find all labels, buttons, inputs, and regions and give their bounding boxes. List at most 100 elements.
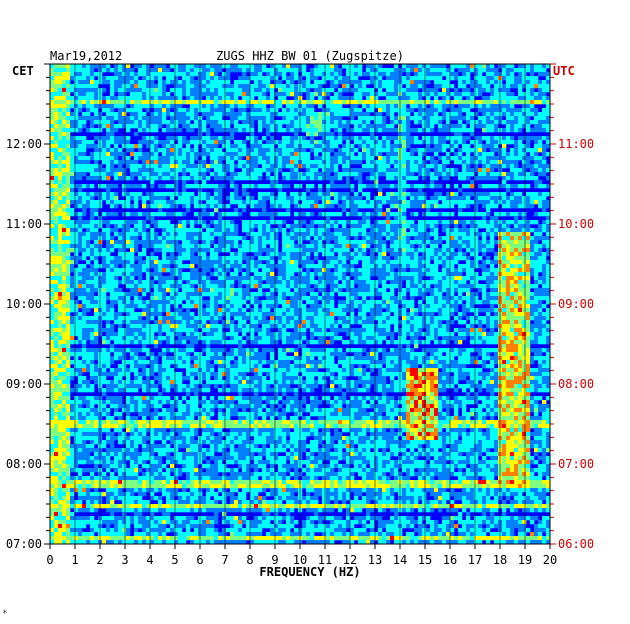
heatmap-cell	[430, 160, 435, 165]
heatmap-cell	[74, 212, 79, 217]
heatmap-cell	[182, 168, 187, 173]
heatmap-cell	[406, 88, 411, 93]
heatmap-cell	[418, 204, 423, 209]
heatmap-cell	[226, 212, 231, 217]
heatmap-cell	[246, 68, 251, 73]
heatmap-cell	[254, 260, 259, 265]
heatmap-cell	[526, 228, 531, 233]
heatmap-cell	[126, 108, 131, 113]
heatmap-cell	[250, 244, 255, 249]
heatmap-cell	[150, 96, 155, 101]
heatmap-cell	[94, 160, 99, 165]
heatmap-cell	[338, 256, 343, 261]
heatmap-cell	[302, 84, 307, 89]
heatmap-cell	[154, 176, 159, 181]
heatmap-cell	[426, 236, 431, 241]
heatmap-cell	[514, 100, 519, 105]
heatmap-cell	[82, 96, 87, 101]
heatmap-cell	[122, 212, 127, 217]
heatmap-cell	[230, 180, 235, 185]
heatmap-cell	[70, 72, 75, 77]
heatmap-cell	[362, 260, 367, 265]
heatmap-cell	[94, 168, 99, 173]
heatmap-cell	[258, 68, 263, 73]
heatmap-cell	[318, 112, 323, 117]
heatmap-cell	[318, 132, 323, 137]
heatmap-cell	[474, 80, 479, 85]
heatmap-cell	[62, 80, 67, 85]
heatmap-cell	[382, 220, 387, 225]
heatmap-cell	[262, 152, 267, 157]
heatmap-cell	[206, 184, 211, 189]
heatmap-cell	[202, 236, 207, 241]
heatmap-cell	[518, 252, 523, 257]
heatmap-cell	[430, 92, 435, 97]
heatmap-cell	[506, 232, 511, 237]
heatmap-cell	[346, 236, 351, 241]
heatmap-cell	[218, 156, 223, 161]
heatmap-cell	[386, 164, 391, 169]
heatmap-cell	[302, 124, 307, 129]
heatmap-cell	[138, 224, 143, 229]
heatmap-cell	[478, 152, 483, 157]
heatmap-cell	[306, 164, 311, 169]
heatmap-cell	[74, 184, 79, 189]
heatmap-cell	[118, 160, 123, 165]
heatmap-cell	[190, 108, 195, 113]
heatmap-cell	[194, 152, 199, 157]
heatmap-cell	[546, 236, 551, 241]
heatmap-cell	[230, 120, 235, 125]
heatmap-cell	[282, 228, 287, 233]
heatmap-cell	[318, 248, 323, 253]
heatmap-cell	[478, 220, 483, 225]
heatmap-cell	[258, 168, 263, 173]
heatmap-cell	[510, 100, 515, 105]
heatmap-cell	[286, 64, 291, 69]
heatmap-cell	[86, 240, 91, 245]
heatmap-cell	[50, 168, 55, 173]
heatmap-cell	[314, 132, 319, 137]
heatmap-cell	[126, 136, 131, 141]
heatmap-cell	[506, 116, 511, 121]
heatmap-cell	[106, 80, 111, 85]
heatmap-cell	[146, 156, 151, 161]
heatmap-cell	[494, 204, 499, 209]
heatmap-cell	[222, 80, 227, 85]
heatmap-cell	[462, 160, 467, 165]
heatmap-cell	[314, 160, 319, 165]
heatmap-cell	[166, 224, 171, 229]
heatmap-cell	[250, 212, 255, 217]
heatmap-cell	[526, 244, 531, 249]
heatmap-cell	[486, 196, 491, 201]
heatmap-cell	[130, 96, 135, 101]
heatmap-cell	[158, 160, 163, 165]
heatmap-cell	[146, 80, 151, 85]
heatmap-cell	[258, 192, 263, 197]
heatmap-cell	[494, 224, 499, 229]
heatmap-cell	[178, 224, 183, 229]
heatmap-cell	[258, 204, 263, 209]
heatmap-cell	[294, 72, 299, 77]
heatmap-cell	[546, 216, 551, 221]
heatmap-cell	[182, 108, 187, 113]
heatmap-cell	[334, 220, 339, 225]
heatmap-cell	[146, 76, 151, 81]
heatmap-cell	[206, 88, 211, 93]
heatmap-cell	[118, 64, 123, 69]
heatmap-cell	[486, 152, 491, 157]
heatmap-cell	[66, 180, 71, 185]
heatmap-cell	[526, 172, 531, 177]
heatmap-cell	[510, 124, 515, 129]
heatmap-cell	[546, 112, 551, 117]
heatmap-cell	[166, 152, 171, 157]
heatmap-cell	[394, 108, 399, 113]
heatmap-cell	[414, 148, 419, 153]
heatmap-cell	[150, 176, 155, 181]
heatmap-cell	[526, 164, 531, 169]
heatmap-cell	[510, 176, 515, 181]
heatmap-cell	[62, 152, 67, 157]
heatmap-cell	[522, 112, 527, 117]
heatmap-cell	[542, 116, 547, 121]
heatmap-cell	[354, 112, 359, 117]
heatmap-cell	[526, 248, 531, 253]
